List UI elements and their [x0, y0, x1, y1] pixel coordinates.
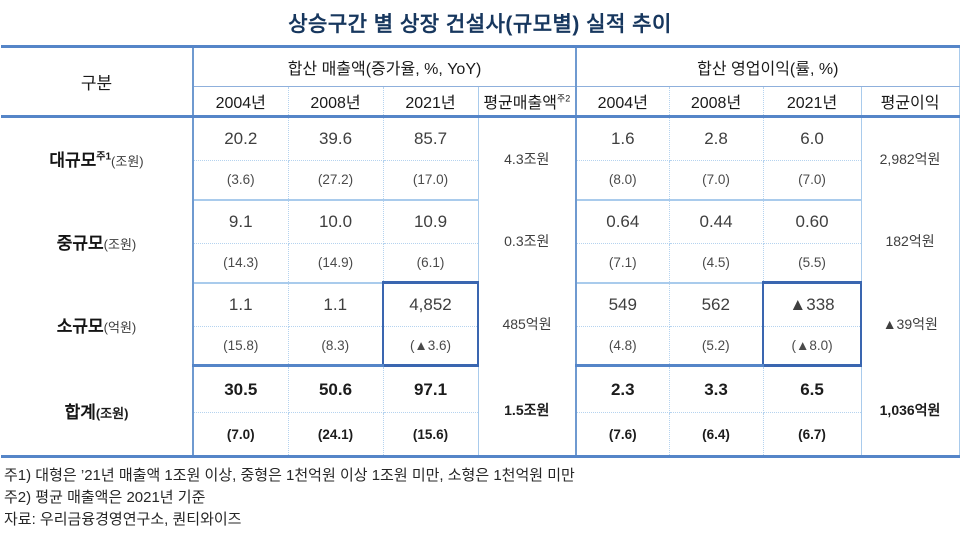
- cell-sales-growth-2004: (3.6): [193, 160, 289, 201]
- cell-sales-growth-2021: (6.1): [383, 243, 479, 284]
- column-header-profit-2021: 2021년: [763, 86, 862, 118]
- cell-profit-margin-2021: (6.7): [763, 412, 862, 457]
- cell-profit-margin-2021-highlighted: (▲8.0): [762, 326, 863, 367]
- cell-sales-2004: 1.1: [193, 282, 289, 327]
- column-header-profit-2004: 2004년: [576, 86, 670, 118]
- footnote-2: 주2) 평균 매출액은 2021년 기준: [4, 489, 206, 506]
- table-row-large-growth: (3.6) (27.2) (17.0) (8.0) (7.0) (7.0): [1, 160, 959, 201]
- cell-profit-2008: 2.8: [669, 116, 764, 161]
- column-header-sales-2021: 2021년: [383, 86, 479, 118]
- cell-profit-margin-2008: (5.2): [669, 326, 764, 367]
- footnote-ref-2: 주2: [556, 93, 571, 104]
- cell-sales-2021: 97.1: [383, 365, 479, 413]
- cell-sales-2004: 30.5: [193, 365, 289, 413]
- cell-profit-margin-2008: (4.5): [669, 243, 764, 284]
- cell-sales-growth-2004: (14.3): [193, 243, 289, 284]
- table-row-small-growth: (15.8) (8.3) (▲3.6) (4.8) (5.2) (▲8.0): [1, 326, 959, 367]
- cell-sales-2004: 9.1: [193, 199, 289, 244]
- column-header-category: 구분: [1, 46, 194, 118]
- row-label-large: 대규모주1(조원): [1, 116, 194, 200]
- page-title: 상승구간 별 상장 건설사(규모별) 실적 추이: [288, 13, 672, 36]
- cell-profit-2021: 6.5: [763, 365, 862, 413]
- cell-sales-2021: 10.9: [383, 199, 479, 244]
- cell-sales-growth-2021: (17.0): [383, 160, 479, 201]
- source-line: 자료: 우리금융경영연구소, 퀀티와이즈: [4, 511, 242, 528]
- cell-profit-margin-2021: (7.0): [763, 160, 862, 201]
- cell-profit-average: 182억원: [861, 199, 960, 283]
- row-label-total: 합계(조원): [1, 365, 194, 457]
- cell-sales-average: 485억원: [478, 282, 578, 366]
- cell-sales-2021-highlighted: 4,852: [382, 281, 479, 327]
- column-header-sales-2004: 2004년: [193, 86, 289, 118]
- cell-profit-margin-2008: (6.4): [669, 412, 764, 457]
- cell-profit-2021: 0.60: [763, 199, 862, 244]
- cell-profit-2004: 1.6: [576, 116, 670, 161]
- performance-table: 구분 합산 매출액(증가율, %, YoY) 합산 영업이익(률, %) 200…: [1, 45, 960, 458]
- cell-profit-2008: 562: [669, 282, 764, 327]
- cell-sales-growth-2021-highlighted: (▲3.6): [382, 326, 479, 367]
- column-header-sales-average: 평균매출액주2: [478, 86, 578, 118]
- cell-profit-2008: 0.44: [669, 199, 764, 244]
- cell-sales-2008: 10.0: [288, 199, 384, 244]
- cell-sales-average: 0.3조원: [478, 199, 578, 283]
- cell-profit-2004: 549: [576, 282, 670, 327]
- cell-sales-growth-2008: (27.2): [288, 160, 384, 201]
- column-header-profit-2008: 2008년: [669, 86, 764, 118]
- cell-sales-2008: 50.6: [288, 365, 384, 413]
- table-row-small-values: 소규모(억원) 1.1 1.1 4,852 485억원 549 562 ▲338…: [1, 281, 960, 366]
- table-row-medium-growth: (14.3) (14.9) (6.1) (7.1) (4.5) (5.5): [1, 243, 959, 284]
- table-row-total-growth: (7.0) (24.1) (15.6) (7.6) (6.4) (6.7): [1, 412, 959, 457]
- cell-sales-growth-2021: (15.6): [383, 412, 479, 457]
- footnote-1: 주1) 대형은 ’21년 매출액 1조원 이상, 중형은 1천억원 이상 1조원…: [4, 467, 575, 484]
- column-header-profit-average: 평균이익: [861, 86, 960, 118]
- column-header-sales-2008: 2008년: [288, 86, 384, 118]
- cell-profit-average: 1,036억원: [861, 365, 960, 457]
- cell-profit-average: 2,982억원: [861, 116, 960, 200]
- cell-sales-2008: 39.6: [288, 116, 384, 161]
- cell-sales-growth-2004: (7.0): [193, 412, 289, 457]
- cell-profit-2004: 0.64: [576, 199, 670, 244]
- cell-profit-2004: 2.3: [576, 365, 670, 413]
- cell-sales-2021: 85.7: [383, 116, 479, 161]
- cell-sales-growth-2004: (15.8): [193, 326, 289, 367]
- table-row-medium-values: 중규모(조원) 9.1 10.0 10.9 0.3조원 0.64 0.44 0.…: [1, 199, 960, 283]
- cell-profit-margin-2008: (7.0): [669, 160, 764, 201]
- table-row-total-values: 합계(조원) 30.5 50.6 97.1 1.5조원 2.3 3.3 6.5 …: [1, 365, 960, 457]
- cell-profit-margin-2004: (4.8): [576, 326, 670, 367]
- cell-sales-growth-2008: (14.9): [288, 243, 384, 284]
- column-group-profit: 합산 영업이익(률, %): [576, 46, 960, 87]
- sales-average-label: 평균매출액: [483, 95, 557, 112]
- cell-profit-margin-2004: (8.0): [576, 160, 670, 201]
- cell-sales-average: 1.5조원: [478, 365, 578, 457]
- column-group-sales: 합산 매출액(증가율, %, YoY): [193, 46, 578, 87]
- cell-sales-growth-2008: (8.3): [288, 326, 384, 367]
- row-label-medium: 중규모(조원): [1, 199, 194, 283]
- footnote-ref-1: 주1: [96, 151, 112, 163]
- cell-sales-2004: 20.2: [193, 116, 289, 161]
- footnotes: 주1) 대형은 ’21년 매출액 1조원 이상, 중형은 1천억원 이상 1조원…: [4, 465, 960, 531]
- cell-profit-margin-2004: (7.1): [576, 243, 670, 284]
- cell-profit-2008: 3.3: [669, 365, 764, 413]
- cell-profit-2021: 6.0: [763, 116, 862, 161]
- row-label-small: 소규모(억원): [1, 282, 194, 366]
- cell-profit-margin-2021: (5.5): [763, 243, 862, 284]
- cell-profit-2021-highlighted: ▲338: [762, 281, 863, 327]
- cell-profit-average: ▲39억원: [861, 282, 960, 366]
- cell-profit-margin-2004: (7.6): [576, 412, 670, 457]
- cell-sales-average: 4.3조원: [478, 116, 578, 200]
- cell-sales-growth-2008: (24.1): [288, 412, 384, 457]
- cell-sales-2008: 1.1: [288, 282, 384, 327]
- table-row-large-values: 대규모주1(조원) 20.2 39.6 85.7 4.3조원 1.6 2.8 6…: [1, 116, 960, 200]
